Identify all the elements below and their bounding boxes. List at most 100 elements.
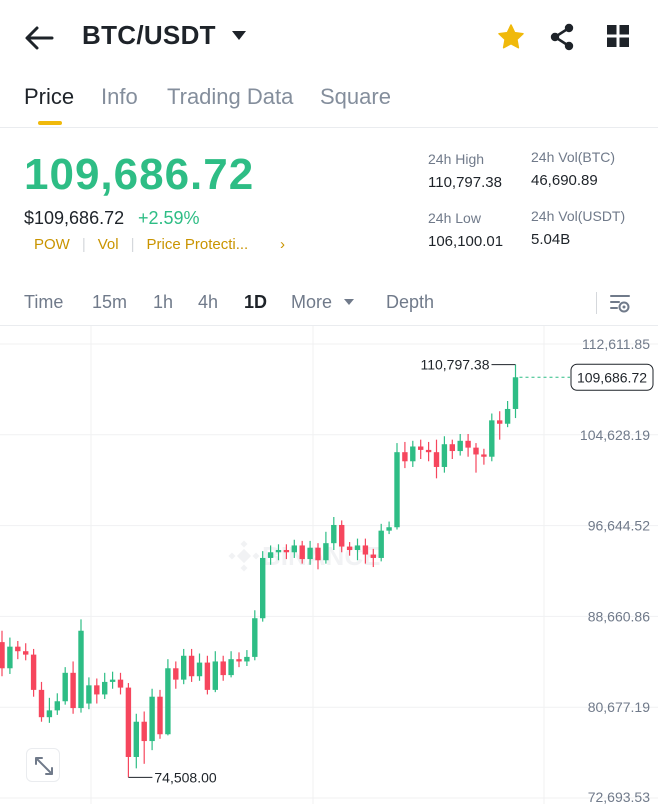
- candles: [0, 364, 519, 778]
- candle-body: [141, 721, 147, 742]
- tab-info[interactable]: Info: [101, 84, 138, 109]
- interval-15m[interactable]: 15m: [92, 292, 128, 312]
- chevron-right-icon[interactable]: ›: [280, 236, 285, 253]
- y-tick-label: 88,660.86: [588, 608, 650, 624]
- candle-body: [212, 661, 218, 690]
- candle-body: [425, 449, 432, 453]
- candle-body: [402, 452, 408, 462]
- candle-body: [78, 630, 84, 709]
- candle-body: [473, 447, 479, 455]
- candle-body: [260, 557, 266, 619]
- candle-body: [38, 689, 45, 718]
- candle-body: [275, 549, 282, 553]
- candle-body: [339, 524, 345, 547]
- stat-vol-btc-value: 46,690.89: [531, 172, 598, 189]
- candle-body: [465, 440, 471, 448]
- chart-grid: [0, 326, 658, 804]
- back-arrow-icon[interactable]: [22, 22, 56, 54]
- stat-high-value: 110,797.38: [428, 174, 502, 191]
- candle-body: [15, 646, 21, 652]
- candle-body: [23, 651, 29, 655]
- tag-separator: |: [81, 236, 86, 253]
- candle-body: [410, 446, 416, 462]
- y-tick-label: 72,693.53: [588, 789, 650, 804]
- expand-icon: [35, 757, 53, 775]
- candle-body: [512, 377, 519, 409]
- interval-1h[interactable]: 1h: [153, 292, 174, 312]
- stat-high-label: 24h High: [428, 151, 485, 167]
- grid-icon[interactable]: [604, 22, 632, 50]
- candle-body: [204, 662, 211, 690]
- price-change-percent: +2.59%: [138, 208, 200, 228]
- candle-body: [394, 452, 400, 528]
- star-icon[interactable]: [496, 22, 526, 52]
- top-bar: BTC/USDT: [0, 0, 658, 76]
- interval-depth[interactable]: Depth: [386, 292, 435, 312]
- stat-low-value: 106,100.01: [428, 233, 504, 250]
- expand-chart-button[interactable]: [26, 748, 60, 782]
- watermark-text: BINANCE: [262, 541, 380, 571]
- tab-bar: Price Info Trading Data Square: [0, 80, 658, 128]
- candle-body: [315, 547, 321, 561]
- candlestick-chart[interactable]: BINANCE 112,611.85 104,628.19 96,644.52 88,…: [0, 326, 658, 804]
- candle-body: [86, 685, 92, 704]
- candle-body: [220, 661, 226, 676]
- tag-vol[interactable]: Vol: [97, 236, 119, 253]
- last-price-tag: 109,686.72: [577, 369, 647, 385]
- last-price-box: [570, 363, 654, 391]
- divider: [596, 292, 597, 314]
- candle-body: [497, 420, 503, 424]
- candle-body: [362, 545, 369, 555]
- candle-body: [370, 554, 376, 558]
- caret-down-icon[interactable]: [343, 298, 355, 306]
- candle-body: [386, 527, 392, 531]
- stat-low-label: 24h Low: [428, 210, 481, 226]
- pair-title[interactable]: BTC/USDT: [82, 20, 216, 50]
- candle-body: [70, 672, 76, 709]
- candle-body: [252, 618, 258, 657]
- candle-body: [378, 530, 384, 558]
- candle-body: [433, 452, 440, 467]
- high-price-label: 110,797.38: [420, 357, 489, 373]
- candle-body: [283, 549, 290, 553]
- y-tick-label: 96,644.52: [588, 518, 650, 534]
- interval-time[interactable]: Time: [24, 292, 64, 312]
- candle-body: [449, 444, 455, 452]
- chart-settings-icon[interactable]: [608, 291, 632, 315]
- candle-body: [102, 681, 108, 695]
- caret-down-icon[interactable]: [230, 29, 248, 43]
- tab-trading-data[interactable]: Trading Data: [167, 84, 294, 109]
- tag-separator: |: [130, 236, 135, 253]
- interval-4h[interactable]: 4h: [198, 292, 219, 312]
- candle-body: [94, 685, 100, 695]
- tag-pow[interactable]: POW: [34, 236, 70, 253]
- interval-1d[interactable]: 1D: [244, 292, 268, 312]
- candle-body: [0, 642, 5, 669]
- candle-body: [346, 546, 353, 550]
- tag-price-protection[interactable]: Price Protecti...: [146, 236, 249, 253]
- candle-body: [299, 545, 305, 560]
- y-tick-label: 104,628.19: [580, 427, 650, 443]
- candle-body: [109, 679, 116, 682]
- candle-body: [133, 721, 139, 757]
- candle-body: [46, 710, 53, 718]
- share-icon[interactable]: [547, 22, 577, 52]
- candle-body: [228, 659, 234, 676]
- tab-price[interactable]: Price: [24, 84, 75, 109]
- tag-row[interactable]: POW | Vol | Price Protecti...: [34, 236, 248, 253]
- candle-body: [7, 646, 13, 669]
- binance-watermark: BINANCE: [228, 540, 380, 572]
- stat-vol-usdt-label: 24h Vol(USDT): [531, 208, 626, 224]
- stat-vol-btc-label: 24h Vol(BTC): [531, 149, 616, 165]
- y-tick-label: 112,611.85: [582, 336, 650, 352]
- y-axis: 112,611.85 104,628.19 96,644.52 88,660.86 80…: [580, 336, 650, 804]
- interval-more[interactable]: More: [291, 292, 333, 312]
- candle-body: [331, 524, 337, 544]
- stat-vol-usdt-value: 5.04B: [531, 231, 571, 248]
- candle-body: [504, 408, 511, 424]
- candle-body: [62, 672, 68, 702]
- usd-price: $109,686.72: [24, 208, 125, 228]
- tab-square[interactable]: Square: [320, 84, 391, 109]
- candle-body: [188, 655, 195, 677]
- candle-body: [54, 701, 60, 711]
